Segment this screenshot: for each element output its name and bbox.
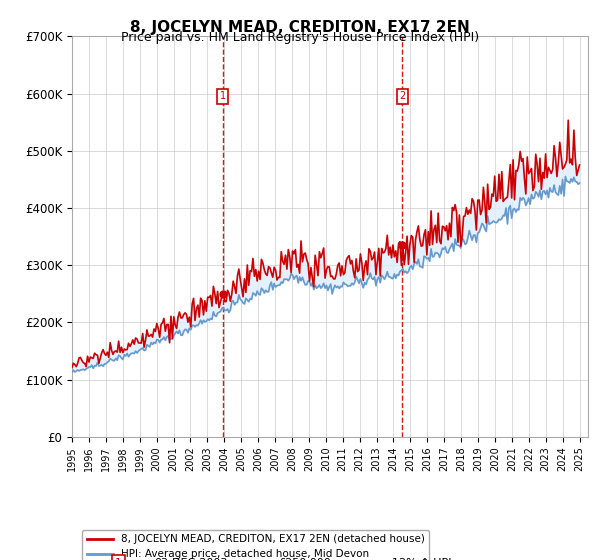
Text: 12% ↑ HPI: 12% ↑ HPI [392,558,451,560]
Text: 1: 1 [220,91,226,101]
Legend: 8, JOCELYN MEAD, CREDITON, EX17 2EN (detached house), HPI: Average price, detach: 8, JOCELYN MEAD, CREDITON, EX17 2EN (det… [82,530,429,560]
Text: 1: 1 [115,558,122,560]
Text: £250,000: £250,000 [278,558,331,560]
Text: 8, JOCELYN MEAD, CREDITON, EX17 2EN: 8, JOCELYN MEAD, CREDITON, EX17 2EN [130,20,470,35]
Text: 03-DEC-2003: 03-DEC-2003 [155,558,228,560]
Text: Price paid vs. HM Land Registry's House Price Index (HPI): Price paid vs. HM Land Registry's House … [121,31,479,44]
Text: 2: 2 [399,91,406,101]
